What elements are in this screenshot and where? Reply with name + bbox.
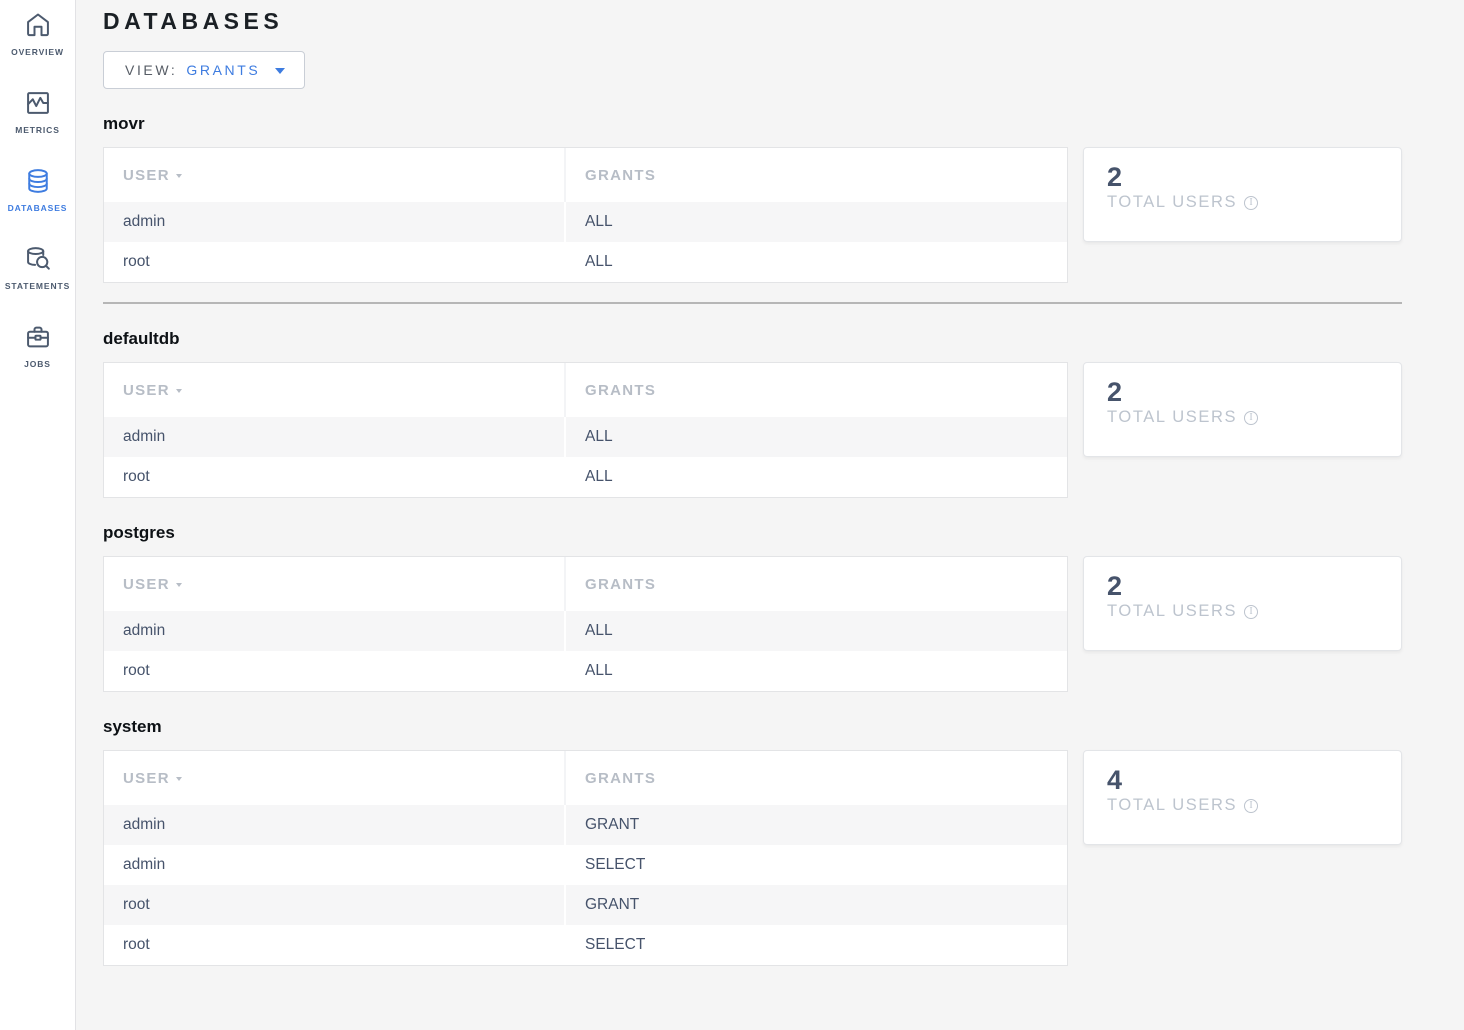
table-header-row: USER GRANTS <box>104 148 1067 202</box>
column-header-user[interactable]: USER <box>104 557 566 611</box>
total-users-value: 2 <box>1107 571 1123 601</box>
user-cell: root <box>104 885 566 925</box>
user-cell: root <box>104 925 566 965</box>
database-name: system <box>103 717 162 736</box>
user-cell: admin <box>104 845 566 885</box>
table-row: root GRANT <box>104 885 1067 925</box>
column-header-grants[interactable]: GRANTS <box>566 363 1067 417</box>
grants-cell: ALL <box>566 417 1067 457</box>
total-users-label: TOTAL USERS <box>1107 796 1238 814</box>
database-icon <box>24 167 52 195</box>
database-sections: movr USER GRANTS admin ALL root ALL 2 <box>103 114 1464 966</box>
grants-cell: SELECT <box>566 845 1067 885</box>
user-cell: root <box>104 457 566 497</box>
grants-table: USER GRANTS admin ALL root ALL <box>103 362 1068 498</box>
section-divider <box>103 302 1402 304</box>
column-header-user[interactable]: USER <box>104 751 566 805</box>
grants-cell: ALL <box>566 611 1067 651</box>
view-selector-dropdown[interactable]: VIEW: GRANTS <box>103 51 306 89</box>
column-header-user[interactable]: USER <box>104 363 566 417</box>
user-cell: root <box>104 242 566 282</box>
total-users-card: 2 TOTAL USERS i <box>1083 556 1402 651</box>
sidebar-item-label: DATABASES <box>7 203 68 213</box>
page-title: DATABASES <box>103 8 284 34</box>
database-section: movr USER GRANTS admin ALL root ALL 2 <box>103 114 1464 283</box>
table-row: admin ALL <box>104 611 1067 651</box>
sort-arrow-icon <box>175 173 182 178</box>
total-users-value: 2 <box>1107 162 1123 192</box>
database-name: movr <box>103 114 145 133</box>
sidebar: OVERVIEW METRICS DATABASES <box>0 0 76 1030</box>
user-cell: admin <box>104 611 566 651</box>
grants-cell: ALL <box>566 202 1067 242</box>
column-header-user[interactable]: USER <box>104 148 566 202</box>
main-content: DATABASES VIEW: GRANTS movr USER GRANTS … <box>77 0 1464 966</box>
grants-cell: GRANT <box>566 885 1067 925</box>
database-name: postgres <box>103 523 175 542</box>
table-row: root ALL <box>104 242 1067 282</box>
total-users-label: TOTAL USERS <box>1107 193 1238 211</box>
info-icon[interactable]: i <box>1244 798 1259 813</box>
sidebar-item-overview[interactable]: OVERVIEW <box>0 11 75 57</box>
info-icon[interactable]: i <box>1244 604 1259 619</box>
table-header-row: USER GRANTS <box>104 557 1067 611</box>
grants-cell: GRANT <box>566 805 1067 845</box>
total-users-label: TOTAL USERS <box>1107 602 1238 620</box>
grants-cell: ALL <box>566 242 1067 282</box>
database-section: postgres USER GRANTS admin ALL root ALL … <box>103 523 1464 692</box>
database-name: defaultdb <box>103 329 180 348</box>
total-users-label: TOTAL USERS <box>1107 408 1238 426</box>
table-header-row: USER GRANTS <box>104 363 1067 417</box>
table-row: admin ALL <box>104 202 1067 242</box>
database-section: system USER GRANTS admin GRANT admin SEL… <box>103 717 1464 966</box>
table-header-row: USER GRANTS <box>104 751 1067 805</box>
info-icon[interactable]: i <box>1244 410 1259 425</box>
briefcase-icon <box>24 323 52 351</box>
view-selector-value: GRANTS <box>186 62 261 78</box>
sort-arrow-icon <box>175 388 182 393</box>
table-row: root ALL <box>104 457 1067 497</box>
view-selector-label: VIEW: <box>125 62 178 78</box>
statement-search-icon <box>24 245 52 273</box>
sidebar-item-statements[interactable]: STATEMENTS <box>0 245 75 291</box>
table-row: root ALL <box>104 651 1067 691</box>
sidebar-item-label: STATEMENTS <box>4 281 71 291</box>
chevron-down-icon <box>275 68 286 74</box>
table-row: admin SELECT <box>104 845 1067 885</box>
sort-arrow-icon <box>175 582 182 587</box>
user-cell: admin <box>104 417 566 457</box>
table-row: root SELECT <box>104 925 1067 965</box>
user-cell: admin <box>104 805 566 845</box>
user-cell: admin <box>104 202 566 242</box>
column-header-grants[interactable]: GRANTS <box>566 557 1067 611</box>
grants-table: USER GRANTS admin ALL root ALL <box>103 556 1068 692</box>
home-icon <box>24 11 52 39</box>
total-users-value: 2 <box>1107 377 1123 407</box>
metrics-icon <box>24 89 52 117</box>
sidebar-item-label: JOBS <box>24 359 51 369</box>
grants-cell: ALL <box>566 457 1067 497</box>
grants-table: USER GRANTS admin GRANT admin SELECT roo… <box>103 750 1068 966</box>
table-row: admin GRANT <box>104 805 1067 845</box>
grants-cell: ALL <box>566 651 1067 691</box>
total-users-card: 2 TOTAL USERS i <box>1083 362 1402 457</box>
sidebar-item-databases[interactable]: DATABASES <box>0 167 75 213</box>
user-cell: root <box>104 651 566 691</box>
column-header-grants[interactable]: GRANTS <box>566 148 1067 202</box>
info-icon[interactable]: i <box>1244 195 1259 210</box>
database-section: defaultdb USER GRANTS admin ALL root ALL… <box>103 329 1464 498</box>
sidebar-item-metrics[interactable]: METRICS <box>0 89 75 135</box>
total-users-card: 2 TOTAL USERS i <box>1083 147 1402 242</box>
sort-arrow-icon <box>175 776 182 781</box>
table-row: admin ALL <box>104 417 1067 457</box>
sidebar-item-label: OVERVIEW <box>11 47 64 57</box>
total-users-card: 4 TOTAL USERS i <box>1083 750 1402 845</box>
total-users-value: 4 <box>1107 765 1123 795</box>
grants-table: USER GRANTS admin ALL root ALL <box>103 147 1068 283</box>
grants-cell: SELECT <box>566 925 1067 965</box>
sidebar-item-jobs[interactable]: JOBS <box>0 323 75 369</box>
column-header-grants[interactable]: GRANTS <box>566 751 1067 805</box>
sidebar-item-label: METRICS <box>15 125 60 135</box>
